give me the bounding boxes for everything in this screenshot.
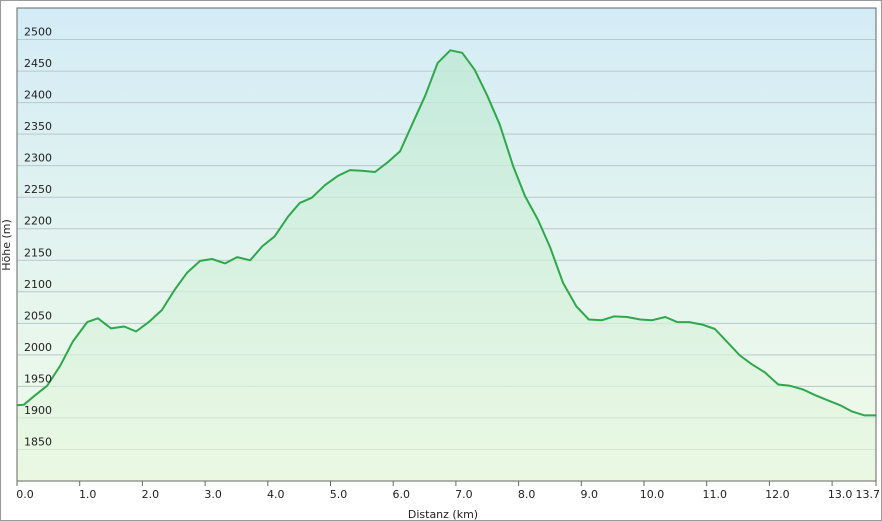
- y-tick-label: 2000: [24, 341, 52, 354]
- y-tick-label: 2100: [24, 278, 52, 291]
- x-tick-label: 3.0: [204, 488, 222, 501]
- y-tick-label: 2200: [24, 215, 52, 228]
- y-tick-label: 2050: [24, 309, 52, 322]
- x-axis-label: Distanz (km): [408, 508, 478, 521]
- y-tick-label: 2250: [24, 183, 52, 196]
- x-tick-label: 7.0: [455, 488, 473, 501]
- y-tick-label: 1850: [24, 435, 52, 448]
- x-tick-label: 10.0: [640, 488, 665, 501]
- y-tick-label: 2350: [24, 120, 52, 133]
- area-fill: [17, 50, 876, 482]
- y-axis-label: Höhe (m): [0, 219, 13, 271]
- y-tick-label: 2400: [24, 89, 52, 102]
- x-tick-label: 8.0: [518, 488, 536, 501]
- x-tick-label: 4.0: [267, 488, 285, 501]
- x-tick-label: 6.0: [392, 488, 410, 501]
- y-tick-label: 2300: [24, 152, 52, 165]
- y-tick-label: 2450: [24, 57, 52, 70]
- y-tick-label: 2150: [24, 246, 52, 259]
- elevation-line: [16, 49, 876, 417]
- x-tick-label: 12.0: [765, 488, 790, 501]
- x-tick-label: 9.0: [581, 488, 599, 501]
- x-tick-label: 13.7: [856, 488, 881, 501]
- x-tick-label: 0.0: [16, 488, 34, 501]
- x-tick-label: 5.0: [330, 488, 348, 501]
- x-tick-label: 13.0: [828, 488, 853, 501]
- y-tick-label: 2500: [24, 26, 52, 39]
- y-tick-label: 1950: [24, 372, 52, 385]
- x-tick-label: 11.0: [702, 488, 727, 501]
- plot-border: [16, 7, 877, 482]
- x-tick-label: 2.0: [142, 488, 160, 501]
- x-tick-label: 1.0: [79, 488, 97, 501]
- y-tick-label: 1900: [24, 404, 52, 417]
